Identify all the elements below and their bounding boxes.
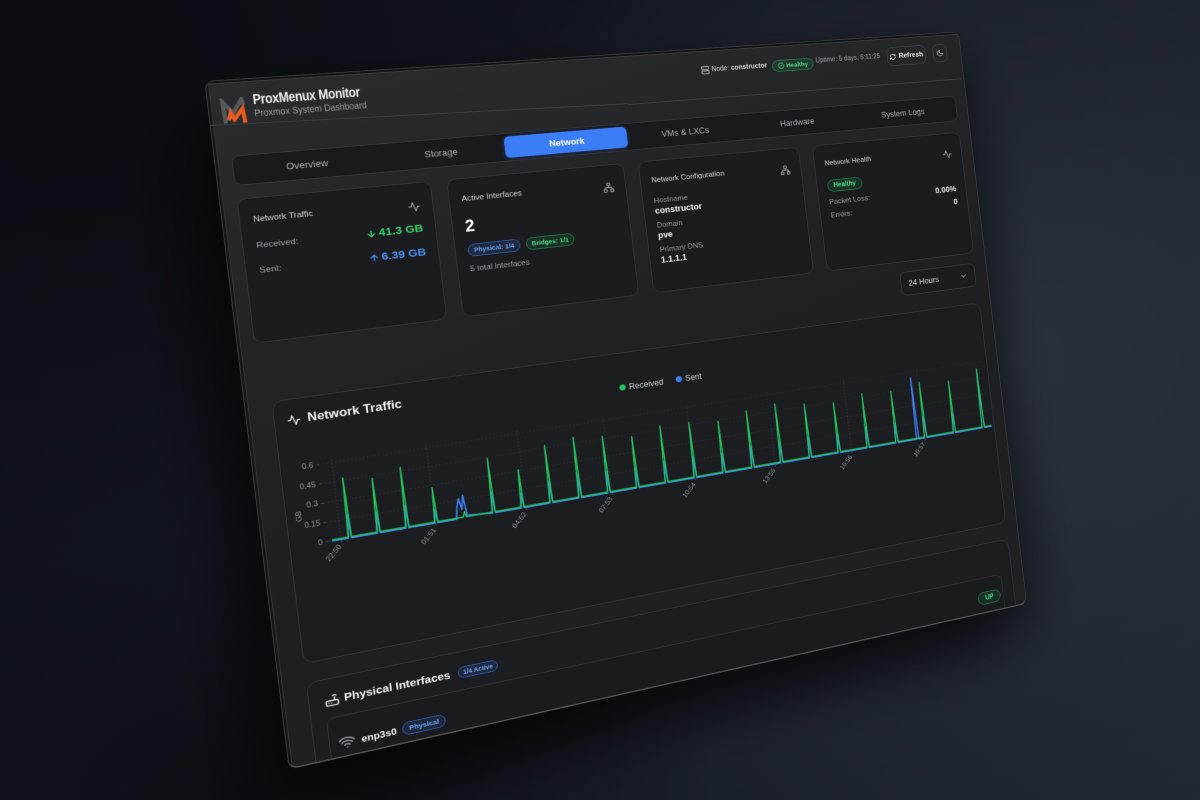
svg-text:07:53: 07:53 [597,495,614,514]
svg-text:0.45: 0.45 [299,481,316,492]
svg-text:22:50: 22:50 [324,543,344,563]
svg-text:0: 0 [318,539,324,548]
svg-text:19:57: 19:57 [912,441,927,458]
svg-text:GB: GB [294,510,304,522]
svg-text:0.6: 0.6 [301,461,314,471]
svg-text:04:52: 04:52 [510,510,528,529]
svg-text:10:54: 10:54 [681,481,698,499]
svg-text:13:55: 13:55 [761,467,777,485]
svg-text:0.15: 0.15 [304,519,321,530]
svg-text:16:56: 16:56 [839,453,854,471]
svg-text:0.3: 0.3 [306,500,319,510]
svg-text:01:51: 01:51 [419,526,438,546]
